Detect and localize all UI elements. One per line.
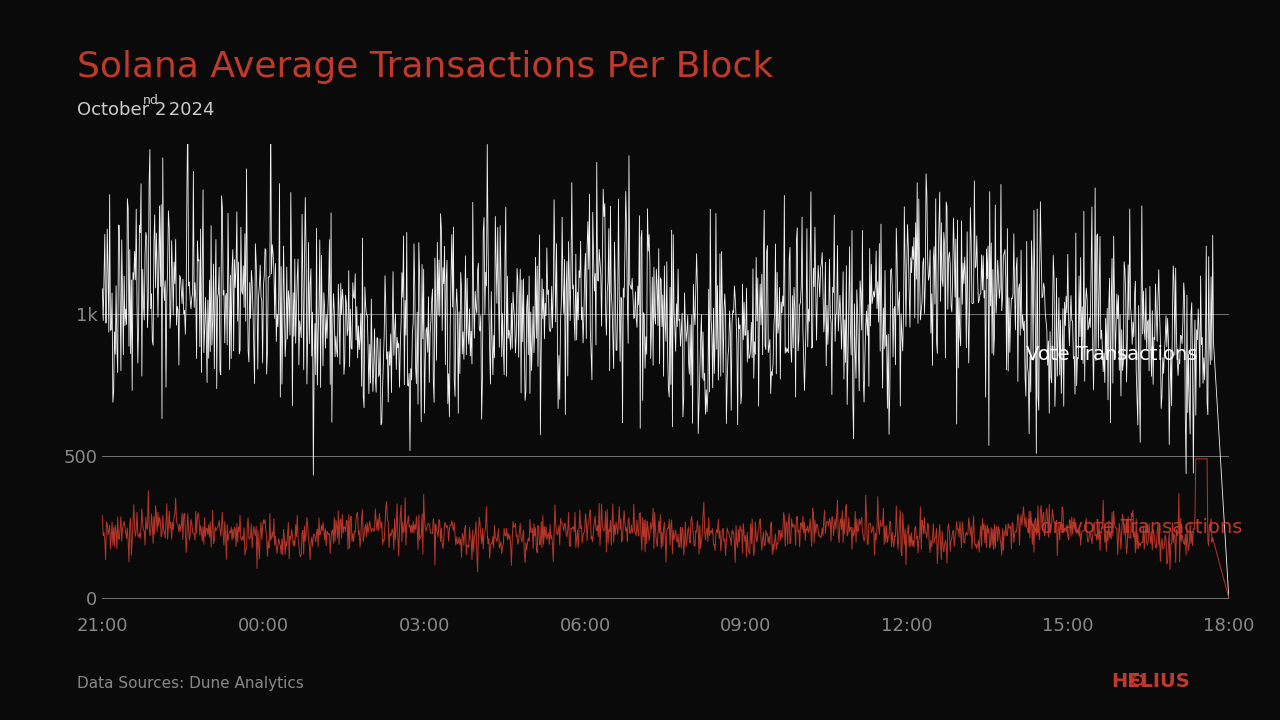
Text: HELIUS: HELIUS (1111, 672, 1190, 691)
Text: 2024: 2024 (163, 101, 214, 119)
Text: Data Sources: Dune Analytics: Data Sources: Dune Analytics (77, 676, 303, 691)
Text: October 2: October 2 (77, 101, 166, 119)
Text: nd: nd (143, 94, 159, 107)
Text: Non-vote Transactions: Non-vote Transactions (1027, 518, 1243, 537)
Text: Vote Transactions: Vote Transactions (1027, 345, 1197, 364)
Text: Solana Average Transactions Per Block: Solana Average Transactions Per Block (77, 50, 773, 84)
Text: ⚙: ⚙ (1128, 672, 1146, 691)
